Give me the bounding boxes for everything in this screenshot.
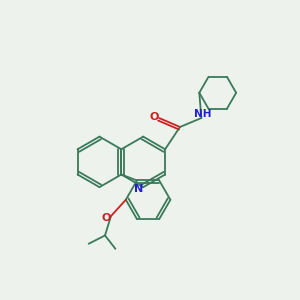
Text: N: N xyxy=(134,184,143,194)
Text: O: O xyxy=(102,213,111,223)
Text: O: O xyxy=(149,112,158,122)
Text: NH: NH xyxy=(194,110,211,119)
